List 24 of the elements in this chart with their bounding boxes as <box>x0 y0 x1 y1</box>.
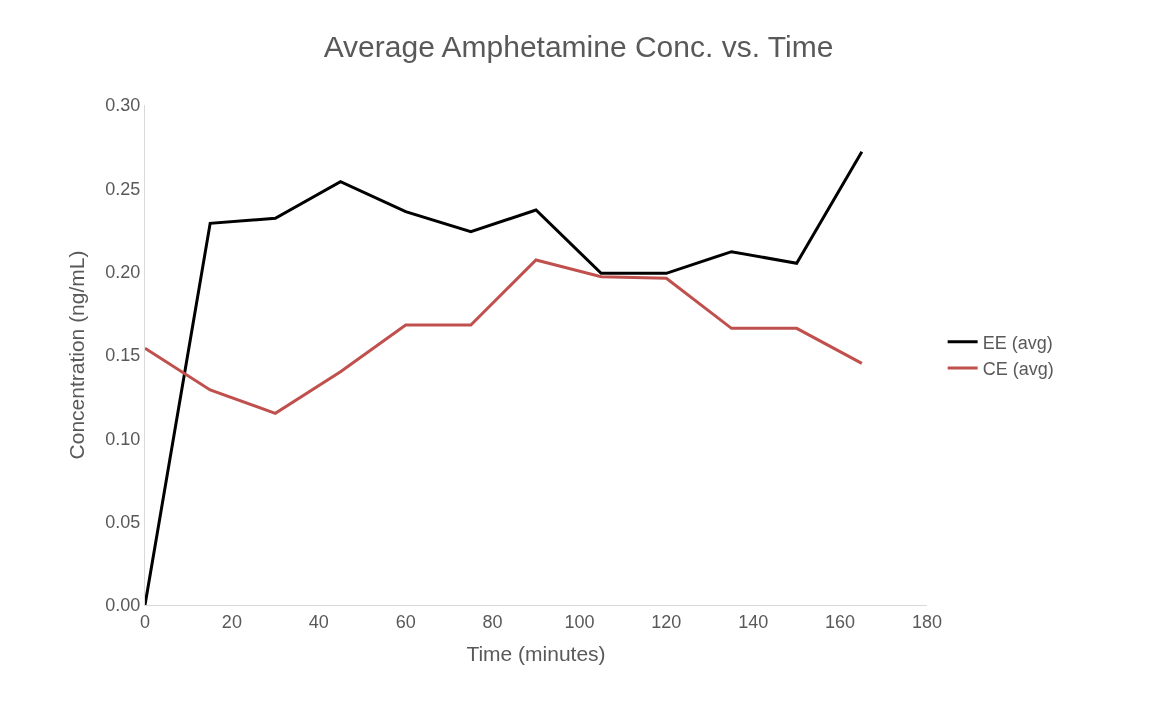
x-tick-label: 160 <box>825 611 856 632</box>
x-tick-label: 180 <box>911 611 943 632</box>
legend-label: CE (avg) <box>982 359 1054 380</box>
x-tick-label: 100 <box>564 611 595 632</box>
legend-label: EE (avg) <box>982 332 1053 353</box>
y-tick-label: 0.00 <box>105 595 141 616</box>
y-tick-label: 0.25 <box>105 178 141 199</box>
x-tick-label: 40 <box>308 611 329 632</box>
x-tick-label: 120 <box>651 611 682 632</box>
x-tick-label: 80 <box>482 611 503 632</box>
chart-title: Average Amphetamine Conc. vs. Time <box>323 29 834 63</box>
y-axis-title: Concentration (ng/mL) <box>64 250 88 460</box>
x-axis-title: Time (minutes) <box>466 641 606 665</box>
x-tick-label: 0 <box>139 611 151 632</box>
x-tick-label: 140 <box>738 611 769 632</box>
line-series <box>145 150 864 605</box>
y-tick-label: 0.05 <box>105 511 141 532</box>
x-tick-label: 60 <box>395 611 416 632</box>
x-tick-label: 20 <box>221 611 242 632</box>
y-tick-label: 0.30 <box>105 95 141 116</box>
y-tick-label: 0.10 <box>105 428 141 449</box>
line-series <box>145 258 864 415</box>
y-tick-label: 0.15 <box>105 345 141 366</box>
y-tick-label: 0.20 <box>105 261 141 282</box>
